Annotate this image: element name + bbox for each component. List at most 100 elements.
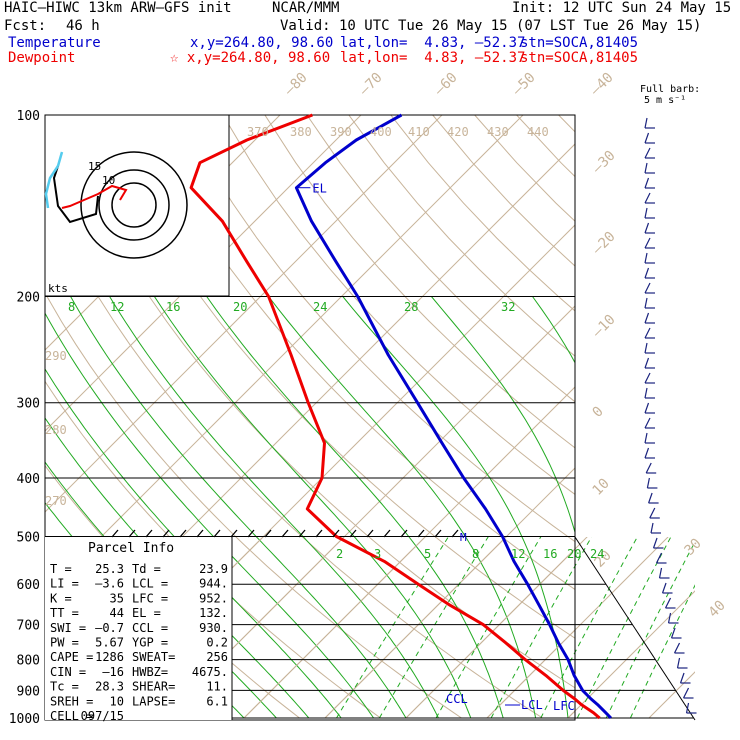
ccl-label: CCL xyxy=(446,692,468,706)
dry-adiabat-line xyxy=(643,115,740,718)
parcel-value: 097/15 xyxy=(81,709,124,723)
lcl-label: LCL xyxy=(521,698,543,712)
wind-barb-flag xyxy=(650,522,654,534)
parcel-value: 10 xyxy=(110,694,124,708)
wind-barb-flag xyxy=(644,132,650,144)
hatch-mark xyxy=(196,529,204,538)
wind-barb-flag xyxy=(648,492,653,504)
wind-barb-flag xyxy=(644,312,650,324)
isotherm-line xyxy=(45,115,524,594)
parcel-label: LCL = xyxy=(132,577,168,591)
valid-time: Valid: 10 UTC Tue 26 May 15 (07 LST Tue … xyxy=(280,18,702,34)
parcel-value: –3.6 xyxy=(95,577,124,591)
isotherm-line xyxy=(45,115,362,432)
hodograph-ring-label: 10 xyxy=(102,174,115,187)
hodograph-units: kts xyxy=(48,282,68,295)
isotherm-line xyxy=(162,305,575,719)
isotherm-line xyxy=(405,548,575,719)
moist-adiabat-line xyxy=(698,297,729,719)
temperature-trace xyxy=(294,113,612,720)
hatch-mark xyxy=(366,529,374,538)
temperature-label: –80 xyxy=(282,70,311,99)
temperature-legend-label: Temperature xyxy=(8,35,101,51)
mixing-ratio-label: 20 xyxy=(567,547,581,561)
wind-barb-flag xyxy=(644,357,650,369)
pressure-label: 900 xyxy=(17,684,40,699)
parcel-label: SHEAR= xyxy=(132,680,175,694)
mixing-ratio-label: 5 xyxy=(424,547,431,561)
pressure-label: 100 xyxy=(17,109,40,124)
parcel-label: LI = xyxy=(50,577,79,591)
isotherm-line xyxy=(567,710,575,719)
parcel-value: 952. xyxy=(199,591,228,605)
parcel-label: HWBZ= xyxy=(132,665,168,679)
parcel-value: –16 xyxy=(102,665,124,679)
hatch-mark xyxy=(349,529,357,538)
parcel-value: 4675. xyxy=(192,665,228,679)
isotherm-line xyxy=(405,537,588,719)
temperature-label: –40 xyxy=(588,70,617,99)
wind-barb-flag xyxy=(645,462,652,474)
temperature-label: –30 xyxy=(590,148,619,177)
barb-units: 5 m s⁻¹ xyxy=(644,95,687,106)
el-label: EL xyxy=(312,182,326,196)
wind-barb-flag xyxy=(667,612,672,624)
wind-barb-flag xyxy=(685,702,690,714)
parcel-label: SWEAT= xyxy=(132,650,175,664)
parcel-value: 1286 xyxy=(95,650,124,664)
mixing-ratio-label: 3 xyxy=(374,547,381,561)
hodograph-frame xyxy=(44,114,230,297)
mixing-ratio-label: 28 xyxy=(404,300,418,314)
dry-adiabat-line xyxy=(474,115,575,222)
parcel-value: 944. xyxy=(199,577,228,591)
wind-barb-flag xyxy=(644,417,651,429)
hatch-mark xyxy=(400,529,408,538)
dry-adiabat-line xyxy=(558,115,575,133)
theta-label: 390 xyxy=(330,125,352,139)
mixing-ratio-label: 8 xyxy=(472,547,479,561)
parcel-info-box: Parcel Info T = 25.3 Td = 23.9 LI = –3.6 LCL = 9… xyxy=(45,537,233,723)
wind-barb-flag xyxy=(658,567,663,579)
mixing-ratio-label: 20 xyxy=(233,300,247,314)
hatch-mark xyxy=(213,529,221,538)
parcel-value: 6.1 xyxy=(206,694,228,708)
parcel-label: LAPSE= xyxy=(132,694,175,708)
pressure-label: 500 xyxy=(17,530,40,545)
wind-barb-flag xyxy=(644,237,651,249)
parcel-value: 11. xyxy=(206,680,228,694)
parcel-value: 28.3 xyxy=(95,680,124,694)
hatch-mark xyxy=(264,529,272,538)
parcel-label: CIN = xyxy=(50,665,86,679)
parcel-value: –0.7 xyxy=(95,621,124,635)
moist-adiabat-line xyxy=(431,296,575,535)
parcel-label: LFC = xyxy=(132,591,168,605)
temperature-label: –10 xyxy=(590,312,619,341)
wind-barb-flag xyxy=(644,117,648,129)
parcel-label: PW = xyxy=(50,636,79,650)
mixing-ratio-line xyxy=(605,540,695,719)
dry-adiabat-line xyxy=(601,115,740,718)
org-label: NCAR/MMM xyxy=(272,0,340,16)
pressure-label: 600 xyxy=(17,578,40,593)
wind-barb-flag xyxy=(644,192,651,204)
parcel-label: EL = xyxy=(132,606,161,620)
isotherm-line xyxy=(567,590,695,719)
wind-barb-flag xyxy=(655,552,663,564)
theta-label: 400 xyxy=(370,125,392,139)
mixing-ratio-label: 2 xyxy=(336,547,343,561)
parcel-label: Tc = xyxy=(50,680,79,694)
dry-adiabat-line xyxy=(180,115,575,543)
wind-barb-flag xyxy=(644,222,650,234)
mixing-ratio-line xyxy=(629,584,695,719)
mixing-ratio-label: 8 xyxy=(68,300,75,314)
parcel-label: T = xyxy=(50,562,72,576)
parcel-label: CAPE = xyxy=(50,650,93,664)
wind-barbs xyxy=(644,117,697,714)
dewpoint-legend-stn: stn=SOCA,81405 xyxy=(520,50,639,66)
hatch-mark xyxy=(162,529,170,538)
mixing-ratio-label: 12 xyxy=(110,300,124,314)
dry-adiabat-line xyxy=(222,115,575,496)
hatch-mark xyxy=(281,529,289,538)
theta-label: 290 xyxy=(45,349,67,363)
mixing-ratio-line xyxy=(435,537,542,719)
